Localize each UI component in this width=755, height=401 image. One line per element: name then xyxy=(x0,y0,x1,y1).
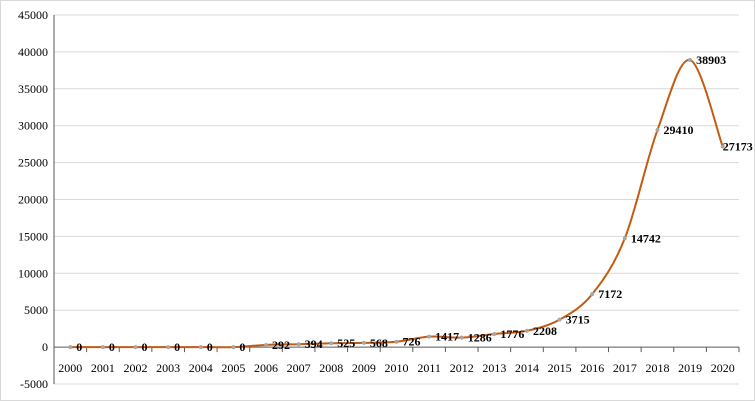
data-point xyxy=(720,144,725,149)
y-tick-label: 35000 xyxy=(18,82,48,96)
x-tick-label: 2015 xyxy=(548,361,572,375)
data-point xyxy=(100,345,105,350)
data-point xyxy=(264,342,269,347)
x-tick-label: 2005 xyxy=(221,361,245,375)
data-point xyxy=(361,340,366,345)
data-label: 0 xyxy=(109,340,115,354)
x-tick-label: 2013 xyxy=(482,361,506,375)
x-tick-label: 2014 xyxy=(515,361,539,375)
y-tick-label: -5000 xyxy=(20,377,48,391)
data-label: 394 xyxy=(305,337,323,351)
y-tick-label: 5000 xyxy=(24,303,48,317)
data-label: 292 xyxy=(272,338,290,352)
x-tick-label: 2010 xyxy=(385,361,409,375)
data-point xyxy=(622,236,627,241)
x-tick-label: 2019 xyxy=(678,361,702,375)
y-tick-label: 10000 xyxy=(18,266,48,280)
data-label: 568 xyxy=(370,336,388,350)
x-tick-label: 2002 xyxy=(124,361,148,375)
x-tick-label: 2011 xyxy=(417,361,441,375)
data-point xyxy=(655,128,660,133)
data-label: 0 xyxy=(207,340,213,354)
x-tick-label: 2000 xyxy=(58,361,82,375)
data-point xyxy=(459,335,464,340)
series-line xyxy=(70,58,724,349)
data-point xyxy=(68,345,73,350)
x-tick-label: 2006 xyxy=(254,361,278,375)
data-point xyxy=(557,317,562,322)
data-point xyxy=(394,339,399,344)
data-label: 0 xyxy=(76,340,82,354)
x-tick-label: 2004 xyxy=(189,361,213,375)
y-tick-label: 0 xyxy=(42,340,48,354)
y-tick-label: 15000 xyxy=(18,229,48,243)
data-label: 27173 xyxy=(723,140,753,154)
x-tick-label: 2007 xyxy=(287,361,311,375)
x-tick-label: 2020 xyxy=(711,361,735,375)
data-point xyxy=(296,342,301,347)
x-tick-label: 2016 xyxy=(580,361,604,375)
x-tick-label: 2003 xyxy=(156,361,180,375)
data-point xyxy=(524,328,529,333)
data-label: 29410 xyxy=(663,123,693,137)
data-label: 726 xyxy=(403,335,421,349)
y-tick-label: 20000 xyxy=(18,193,48,207)
data-label: 7172 xyxy=(598,287,622,301)
y-tick-label: 45000 xyxy=(18,8,48,22)
data-point xyxy=(231,345,236,350)
data-label: 2208 xyxy=(533,324,557,338)
data-point xyxy=(688,57,693,62)
data-label: 38903 xyxy=(696,53,726,67)
data-label: 1776 xyxy=(500,327,524,341)
data-label: 14742 xyxy=(631,231,661,245)
y-tick-label: 30000 xyxy=(18,119,48,133)
data-point xyxy=(198,345,203,350)
data-point xyxy=(166,345,171,350)
x-tick-label: 2017 xyxy=(613,361,637,375)
data-label: 0 xyxy=(239,340,245,354)
x-tick-label: 2001 xyxy=(91,361,115,375)
data-point xyxy=(492,331,497,336)
x-tick-label: 2018 xyxy=(645,361,669,375)
data-label: 1417 xyxy=(435,330,459,344)
data-label: 0 xyxy=(174,340,180,354)
x-tick-label: 2009 xyxy=(352,361,376,375)
data-point xyxy=(590,292,595,297)
data-point xyxy=(427,334,432,339)
y-tick-label: 25000 xyxy=(18,156,48,170)
data-label: 1286 xyxy=(468,331,492,345)
data-label: 0 xyxy=(142,340,148,354)
y-tick-label: 40000 xyxy=(18,45,48,59)
data-point xyxy=(133,345,138,350)
x-tick-label: 2008 xyxy=(319,361,343,375)
x-tick-label: 2012 xyxy=(450,361,474,375)
data-point xyxy=(329,341,334,346)
data-label: 3715 xyxy=(566,313,590,327)
data-label: 525 xyxy=(337,336,355,350)
